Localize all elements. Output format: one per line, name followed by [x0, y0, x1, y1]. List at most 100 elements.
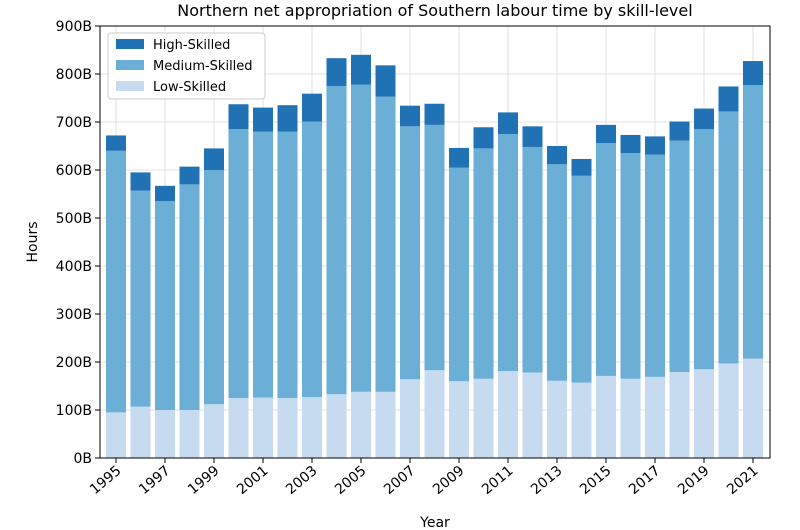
bar-low-skilled-1998: [179, 410, 200, 458]
bar-high-skilled-2011: [498, 112, 518, 134]
bar-low-skilled-1999: [204, 404, 224, 458]
x-tick-label: 1997: [136, 463, 174, 498]
bar-high-skilled-2001: [253, 107, 273, 132]
legend-box: [107, 32, 266, 100]
y-tick-label: 700B: [56, 115, 92, 131]
bar-high-skilled-1998: [179, 166, 200, 185]
x-tick-label: 2005: [332, 463, 370, 498]
legend-label-high-skilled: High-Skilled: [153, 38, 230, 53]
bar-high-skilled-2013: [547, 146, 567, 165]
bar-low-skilled-2018: [669, 372, 690, 458]
bar-medium-skilled-2001: [253, 131, 273, 398]
bar-medium-skilled-2017: [645, 154, 665, 377]
bar-medium-skilled-2014: [571, 175, 592, 383]
bar-low-skilled-2008: [424, 370, 445, 458]
bar-low-skilled-2019: [694, 369, 714, 458]
bar-medium-skilled-2011: [498, 134, 518, 372]
legend: High-Skilled Medium-Skilled Low-Skilled: [107, 32, 266, 100]
bar-medium-skilled-1995: [106, 150, 126, 413]
bar-medium-skilled-2002: [277, 131, 298, 398]
x-axis: 1995 1997 1999 2001 2003 2005 2007 2009 2011 2013…: [87, 458, 762, 498]
bar-high-skilled-2021: [743, 61, 763, 86]
bar-high-skilled-2019: [694, 108, 714, 130]
bar-high-skilled-1997: [155, 185, 175, 202]
bar-medium-skilled-1996: [130, 190, 151, 407]
bar-medium-skilled-2010: [473, 148, 494, 379]
bar-high-skilled-2002: [277, 105, 298, 132]
x-axis-title: Year: [419, 515, 450, 530]
bar-medium-skilled-2009: [449, 167, 469, 382]
bar-low-skilled-2009: [449, 381, 469, 458]
bar-medium-skilled-2021: [743, 85, 763, 359]
bar-high-skilled-2016: [620, 134, 641, 154]
bar-medium-skilled-2015: [596, 143, 616, 376]
x-tick-label: 2007: [381, 463, 419, 498]
bar-low-skilled-2003: [302, 397, 322, 458]
bar-low-skilled-2007: [400, 379, 420, 458]
y-tick-label: 400B: [56, 259, 92, 275]
x-tick-label: 2015: [577, 463, 615, 498]
bar-medium-skilled-2012: [522, 146, 543, 373]
bar-medium-skilled-2008: [424, 124, 445, 371]
bar-high-skilled-2020: [718, 86, 739, 112]
bar-low-skilled-2010: [473, 378, 494, 458]
bar-low-skilled-1996: [130, 406, 151, 458]
bar-high-skilled-2006: [375, 65, 396, 97]
bars: [106, 54, 763, 458]
x-tick-label: 2013: [528, 463, 566, 498]
y-axis-title: Hours: [25, 221, 41, 262]
bar-high-skilled-2017: [645, 136, 665, 155]
bar-high-skilled-2003: [302, 93, 322, 122]
bar-low-skilled-2004: [326, 394, 347, 458]
y-axis: 0B 100B 200B 300B 400B 500B 600B 700B 800B 900B: [56, 19, 100, 467]
bar-high-skilled-1995: [106, 135, 126, 151]
bar-medium-skilled-2007: [400, 126, 420, 380]
x-tick-label: 2001: [234, 463, 272, 498]
x-tick-label: 2009: [430, 463, 468, 498]
bar-low-skilled-2014: [571, 382, 592, 458]
y-tick-label: 200B: [56, 355, 92, 371]
y-tick-label: 0B: [73, 451, 92, 467]
plot-frame: [99, 25, 771, 459]
bar-medium-skilled-1998: [179, 184, 200, 410]
x-tick-label: 1999: [185, 463, 223, 498]
bar-low-skilled-2012: [522, 372, 543, 458]
bar-medium-skilled-2004: [326, 86, 347, 395]
bar-low-skilled-2020: [718, 363, 739, 458]
bar-low-skilled-2021: [743, 358, 763, 458]
legend-label-low-skilled: Low-Skilled: [153, 80, 226, 95]
bar-medium-skilled-2000: [228, 129, 249, 398]
bar-low-skilled-2001: [253, 397, 273, 458]
bar-medium-skilled-2013: [547, 164, 567, 381]
bar-low-skilled-1995: [106, 412, 126, 458]
bar-high-skilled-2012: [522, 126, 543, 147]
bar-low-skilled-2011: [498, 371, 518, 458]
x-tick-label: 2003: [283, 463, 321, 498]
x-tick-label: 1995: [87, 463, 125, 498]
y-tick-label: 600B: [56, 163, 92, 179]
bar-low-skilled-2017: [645, 376, 665, 458]
bar-high-skilled-2010: [473, 127, 494, 149]
bar-low-skilled-2005: [351, 391, 371, 458]
y-tick-label: 900B: [56, 19, 92, 35]
y-tick-label: 300B: [56, 307, 92, 323]
bar-high-skilled-2015: [596, 124, 616, 144]
bar-low-skilled-2013: [547, 380, 567, 458]
bar-low-skilled-2002: [277, 398, 298, 458]
x-tick-label: 2017: [626, 463, 664, 498]
bar-medium-skilled-2018: [669, 140, 690, 373]
bar-high-skilled-2014: [571, 158, 592, 176]
bar-medium-skilled-2016: [620, 153, 641, 379]
bar-medium-skilled-1997: [155, 201, 175, 410]
bar-medium-skilled-2005: [351, 84, 371, 392]
y-tick-label: 500B: [56, 211, 92, 227]
bar-medium-skilled-2020: [718, 111, 739, 364]
bar-medium-skilled-2006: [375, 96, 396, 392]
legend-swatch-high-skilled: [116, 39, 144, 49]
bar-low-skilled-2015: [596, 375, 616, 458]
bar-high-skilled-2008: [424, 103, 445, 125]
legend-swatch-medium-skilled: [116, 60, 144, 70]
x-tick-label: 2021: [724, 463, 762, 498]
bar-low-skilled-1997: [155, 410, 175, 458]
